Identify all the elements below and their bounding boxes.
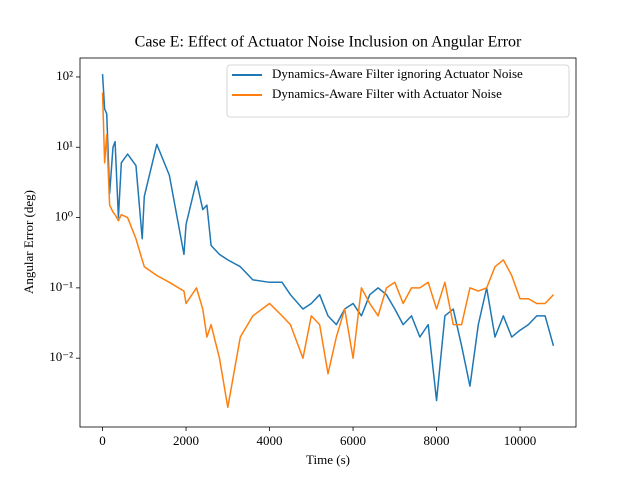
x-axis-label: Time (s) (306, 452, 350, 467)
x-tick-label: 10000 (504, 433, 537, 448)
x-tick-label: 2000 (173, 433, 199, 448)
y-tick-label: 10² (56, 68, 73, 83)
plot-area (101, 73, 555, 409)
x-tick-label: 6000 (340, 433, 366, 448)
x-tick-label: 8000 (424, 433, 450, 448)
y-tick-label: 10⁰ (55, 209, 73, 224)
chart-title: Case E: Effect of Actuator Noise Inclusi… (135, 34, 522, 51)
y-axis-label: Angular Error (deg) (21, 190, 36, 294)
data-line (101, 73, 555, 402)
axes-frame (79, 57, 577, 428)
data-line (101, 92, 554, 409)
x-tick-label: 4000 (257, 433, 283, 448)
x-tick-label: 0 (99, 433, 106, 448)
legend-box (226, 64, 570, 118)
legend-label: Dynamics-Aware Filter with Actuator Nois… (272, 86, 502, 101)
y-tick-label: 10¹ (56, 138, 73, 153)
legend-label: Dynamics-Aware Filter ignoring Actuator … (272, 66, 523, 81)
y-tick-label: 10⁻¹ (49, 279, 73, 294)
y-tick-label: 10⁻² (49, 349, 73, 364)
